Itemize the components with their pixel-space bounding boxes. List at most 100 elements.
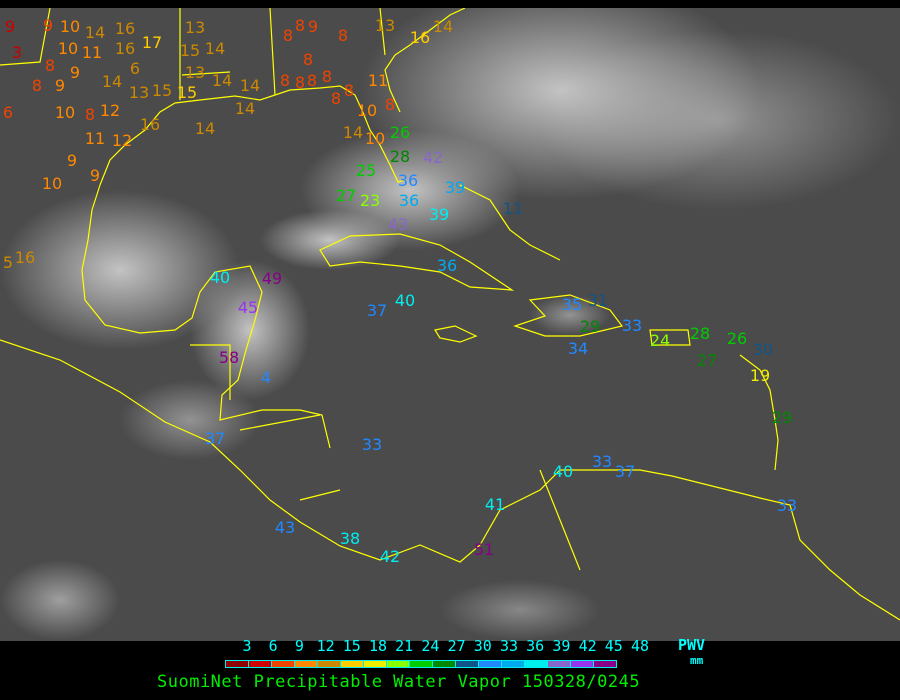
station-pwv-label: 8	[338, 26, 348, 45]
station-pwv-label: 11	[368, 71, 388, 90]
legend-tick: 42	[578, 637, 597, 655]
station-pwv-label: 9	[70, 63, 80, 82]
station-pwv-label: 8	[322, 67, 332, 86]
station-pwv-label: 6	[3, 103, 13, 122]
central-america-borders	[190, 344, 581, 571]
station-pwv-label: 26	[390, 123, 410, 142]
south-america-coast	[671, 475, 900, 621]
legend-tick: 48	[630, 637, 650, 655]
station-pwv-label: 33	[777, 496, 797, 515]
station-pwv-label: 16	[15, 248, 35, 267]
legend-swatch	[525, 661, 548, 667]
station-pwv-label: 9	[55, 76, 65, 95]
station-pwv-label: 8	[303, 50, 313, 69]
legend-swatch	[502, 661, 525, 667]
station-pwv-label: 17	[142, 33, 162, 52]
station-pwv-label: 15	[177, 83, 197, 102]
station-pwv-label: 14	[102, 72, 122, 91]
legend-swatch	[410, 661, 433, 667]
cuba	[319, 233, 515, 291]
station-pwv-label: 10	[55, 103, 75, 122]
legend-swatch	[433, 661, 456, 667]
station-pwv-label: 24	[650, 331, 670, 350]
station-pwv-label: 9	[5, 17, 15, 36]
map-title: SuomiNet Precipitable Water Vapor 150328…	[157, 672, 641, 692]
station-pwv-label: 14	[235, 99, 255, 118]
station-pwv-label: 8	[295, 16, 305, 35]
legend-swatch	[341, 661, 364, 667]
station-pwv-label: 14	[85, 23, 105, 42]
cloud-cover	[0, 8, 900, 640]
station-pwv-label: 43	[388, 215, 408, 234]
legend-swatch	[364, 661, 387, 667]
station-pwv-label: 10	[365, 129, 385, 148]
station-pwv-label: 12	[112, 131, 132, 150]
station-pwv-label: 13	[129, 83, 149, 102]
station-pwv-label: 8	[280, 71, 290, 90]
station-pwv-label: 29	[580, 317, 600, 336]
bahamas	[459, 184, 561, 261]
legend-tick: 21	[395, 637, 414, 655]
station-pwv-label: 8	[344, 81, 354, 100]
legend-tick: 36	[526, 637, 545, 655]
station-pwv-label: 10	[60, 17, 80, 36]
station-pwv-label: 19	[750, 366, 770, 385]
station-pwv-label: 35	[562, 295, 582, 314]
station-pwv-label: 45	[238, 298, 258, 317]
legend-swatch	[479, 661, 502, 667]
station-pwv-label: 8	[32, 76, 42, 95]
station-pwv-label: 34	[568, 339, 588, 358]
station-pwv-label: 13	[185, 18, 205, 37]
station-pwv-label: 3	[12, 43, 22, 62]
station-pwv-label: 36	[399, 191, 419, 210]
station-pwv-label: 31	[588, 291, 608, 310]
station-pwv-label: 13	[375, 16, 395, 35]
legend-tick: 24	[421, 637, 440, 655]
legend-tick: 30	[473, 637, 492, 655]
legend-swatch	[226, 661, 249, 667]
station-pwv-label: 4	[261, 368, 271, 387]
lesser-antilles	[739, 354, 779, 471]
station-pwv-label: 49	[262, 269, 282, 288]
station-pwv-label: 37	[615, 462, 635, 481]
station-pwv-label: 33	[362, 435, 382, 454]
station-pwv-label: 39	[445, 178, 465, 197]
legend-swatch	[387, 661, 410, 667]
station-pwv-label: 27	[697, 351, 717, 370]
station-pwv-label: 36	[398, 171, 418, 190]
legend-unit-pwv: PWV	[678, 636, 706, 654]
station-pwv-label: 11	[503, 199, 523, 218]
station-pwv-label: 27	[336, 186, 356, 205]
legend-swatch	[272, 661, 295, 667]
station-pwv-label: 8	[283, 26, 293, 45]
hispaniola	[513, 294, 624, 337]
station-pwv-label: 30	[753, 340, 773, 359]
station-pwv-label: 43	[275, 518, 295, 537]
station-pwv-label: 10	[357, 101, 377, 120]
legend-swatch	[548, 661, 571, 667]
station-pwv-label: 23	[360, 191, 380, 210]
station-pwv-label: 25	[356, 161, 376, 180]
station-pwv-label: 42	[423, 148, 443, 167]
legend-tick: 45	[604, 637, 623, 655]
legend-swatch	[571, 661, 594, 667]
puerto-rico	[649, 329, 691, 346]
station-pwv-label: 40	[210, 268, 230, 287]
legend-tick: 39	[552, 637, 571, 655]
station-pwv-label: 15	[152, 81, 172, 100]
station-pwv-label: 16	[115, 19, 135, 38]
station-pwv-label: 58	[219, 348, 239, 367]
station-pwv-label: 14	[205, 39, 225, 58]
us-atlantic-coast	[384, 8, 466, 113]
pwv-legend: 3 6 9 12 15 18 21 24 27 30 33 36 39 42 45 48 PWV mm Suo…	[0, 637, 900, 700]
legend-tick: 18	[368, 637, 388, 655]
station-pwv-label: 9	[308, 17, 318, 36]
legend-tick: 6	[268, 637, 278, 655]
jamaica	[434, 325, 478, 343]
station-pwv-label: 37	[367, 301, 387, 320]
station-pwv-label: 9	[43, 16, 53, 35]
station-pwv-label: 40	[553, 462, 573, 481]
station-pwv-label: 51	[474, 540, 494, 559]
station-pwv-label: 28	[690, 324, 710, 343]
legend-tick: 3	[242, 637, 252, 655]
